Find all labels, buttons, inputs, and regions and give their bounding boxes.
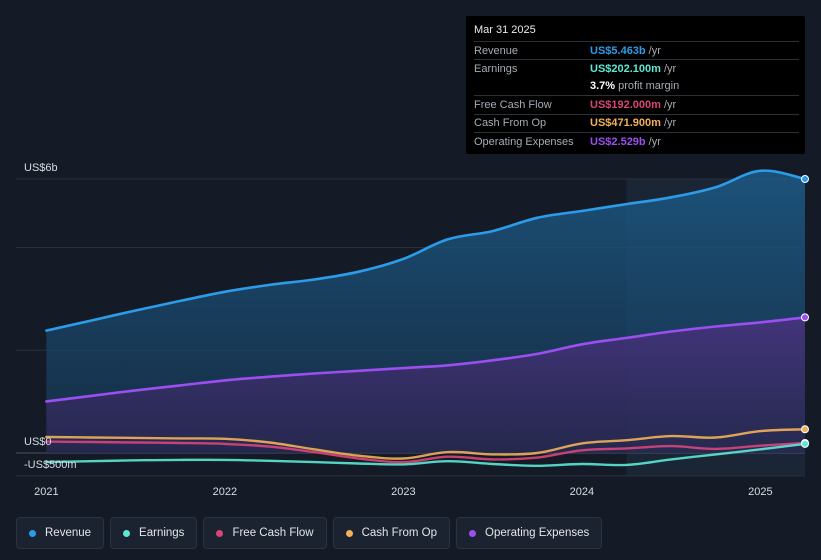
end-point-revenue — [801, 175, 809, 183]
tooltip-row: Cash From Op US$471.900m/yr — [474, 113, 799, 132]
end-point-earnings — [801, 439, 809, 448]
tooltip-value: US$5.463b — [590, 44, 646, 57]
y-tick-label: -US$500m — [24, 459, 77, 471]
tooltip-value: US$2.529b — [590, 135, 646, 148]
tooltip-unit: profit margin — [618, 80, 680, 93]
chart: US$6b US$0 -US$500m 2021 2022 2023 2024 2025 — [16, 162, 809, 498]
x-tick-label: 2023 — [391, 486, 415, 498]
tooltip-value: US$192.000m — [590, 98, 661, 111]
tooltip-date: Mar 31 2025 — [474, 24, 536, 36]
tooltip-row: Operating Expenses US$2.529b/yr — [474, 131, 799, 150]
legend-dot-icon — [216, 529, 224, 537]
tooltip-label: Revenue — [474, 44, 519, 57]
legend-dot-icon — [469, 529, 477, 537]
tooltip-unit: /yr — [663, 63, 677, 76]
legend: Revenue Earnings Free Cash Flow Cash From O… — [16, 517, 603, 549]
tooltip-unit: /yr — [648, 44, 661, 57]
legend-dot-icon — [29, 529, 36, 537]
tooltip-unit: /yr — [663, 98, 677, 111]
tooltip-panel: Mar 31 2025 Revenue US$5.463b/yr Earnings U… — [466, 16, 805, 154]
legend-dot-icon — [123, 529, 131, 537]
legend-label: Earnings — [139, 527, 185, 539]
area-operating-expenses — [46, 317, 806, 453]
tooltip-row: Free Cash Flow US$192.000m/yr — [474, 95, 799, 113]
tooltip-value: US$471.900m — [590, 117, 661, 130]
legend-item-earnings[interactable]: Earnings — [110, 517, 198, 549]
y-tick-label: US$6b — [24, 162, 58, 174]
tooltip-value: 3.7% — [590, 80, 616, 93]
tooltip-value: US$202.100m — [590, 63, 661, 76]
tooltip-unit: /yr — [663, 117, 677, 130]
legend-dot-icon — [345, 529, 353, 537]
legend-item-revenue[interactable]: Revenue — [16, 517, 105, 549]
legend-label: Operating Expenses — [485, 527, 590, 539]
legend-item-cash-from-op[interactable]: Cash From Op — [332, 517, 451, 549]
tooltip-label: Cash From Op — [474, 117, 547, 130]
legend-item-operating-expenses[interactable]: Operating Expenses — [456, 517, 603, 549]
x-tick-label: 2024 — [570, 486, 594, 498]
tooltip-row: Earnings US$202.100m/yr — [474, 59, 799, 77]
x-tick-label: 2025 — [748, 486, 772, 498]
tooltip-label: Operating Expenses — [474, 135, 574, 148]
tooltip-row: 3.7% profit margin — [474, 78, 799, 95]
line-revenue — [45, 169, 807, 332]
tooltip-label: Earnings — [474, 63, 518, 76]
legend-label: Cash From Op — [361, 527, 438, 539]
x-tick-label: 2022 — [213, 486, 237, 498]
tooltip-label: Free Cash Flow — [474, 98, 552, 111]
line-cash-from-op — [45, 428, 807, 460]
legend-label: Free Cash Flow — [232, 527, 314, 539]
end-point-operating-expenses — [801, 313, 809, 322]
line-operating-expenses — [45, 316, 807, 403]
legend-label: Revenue — [45, 527, 92, 539]
y-tick-label: US$0 — [24, 436, 52, 448]
line-earnings — [45, 442, 807, 468]
legend-item-free-cash-flow[interactable]: Free Cash Flow — [203, 517, 327, 549]
tooltip-row: Revenue US$5.463b/yr — [474, 41, 799, 59]
line-free-cash-flow — [45, 440, 807, 464]
end-point-cash-from-op — [801, 425, 809, 434]
tooltip-unit: /yr — [648, 135, 661, 148]
x-tick-label: 2021 — [34, 486, 58, 498]
